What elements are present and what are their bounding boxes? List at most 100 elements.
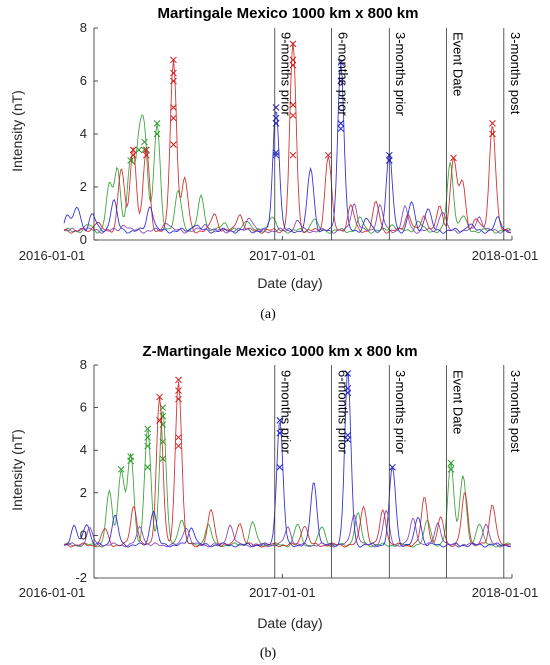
panel-b-y-axis-label: Intensity (nT) — [9, 429, 25, 511]
panel-b-series-line — [63, 374, 511, 548]
panel-a-y-tick-label: 6 — [80, 73, 87, 88]
panel-b-marker — [175, 376, 182, 384]
panel-a-event-lines: 9-months prior 6-months prior 3-months pri… — [274, 28, 523, 240]
panel-b-series — [63, 370, 512, 548]
panel-a-event-label: 9-months prior — [279, 32, 294, 116]
panel-b-series-line — [63, 509, 511, 548]
panel-a-event-label: Event Date — [451, 32, 466, 96]
panel-a-marker — [272, 104, 280, 111]
panel-b-y-tick-label: 0 — [80, 527, 87, 542]
panel-a-marker — [337, 125, 345, 133]
panel-b-y-tick-label: 8 — [80, 357, 87, 372]
panel-b-marker — [344, 370, 352, 377]
panel-b: Z-Martingale Mexico 1000 km x 800 km 9-m… — [9, 343, 538, 661]
panel-b-y-tick-label: 4 — [80, 442, 87, 457]
panel-b-marker — [389, 463, 396, 471]
panel-a-marker — [170, 141, 177, 148]
panel-b-marker — [144, 425, 152, 433]
panel-b-marker — [447, 459, 455, 467]
panel-a-marker — [289, 61, 297, 69]
panel-b-marker — [117, 466, 125, 473]
panel-a-marker — [337, 59, 345, 66]
panel-b-y-tick-label: 2 — [80, 485, 87, 500]
panel-b-marker — [144, 442, 152, 450]
panel-a-marker — [129, 146, 137, 154]
panel-a-marker — [337, 120, 345, 127]
panel-b-event-label: 3-months post — [508, 370, 523, 453]
panel-b-marker — [175, 387, 182, 394]
panel-b-series-line — [63, 411, 512, 548]
panel-a-marker — [272, 151, 280, 159]
panel-a-x-tick-label: 2016-01-01 — [19, 248, 86, 263]
panel-b-marker — [175, 442, 182, 450]
panel-b-marker — [127, 453, 135, 460]
panel-b-marker — [276, 429, 284, 437]
panel-b-event-label: 6-months prior — [335, 370, 350, 454]
panel-b-marker — [159, 421, 167, 428]
panel-a-series-line — [63, 114, 512, 234]
panel-a-marker — [272, 114, 280, 122]
panel-a-y-tick-label: 2 — [80, 179, 87, 194]
panel-a-marker — [489, 120, 496, 127]
panel-a-y-tick-label: 8 — [80, 20, 87, 35]
panel-a-y-axis-label: Intensity (nT) — [9, 90, 25, 172]
panel-b-event-lines: 9-months prior 6-months prior 3-months pri… — [274, 365, 523, 578]
panel-a-marker — [170, 104, 177, 111]
panel-a-marker — [289, 151, 297, 159]
panel-a-marker — [272, 120, 280, 127]
panel-a-marker — [289, 40, 297, 48]
panel-a-marker — [170, 69, 177, 77]
panel-a-series-line — [63, 203, 512, 234]
panel-a-marker — [170, 77, 177, 85]
panel-a-marker — [450, 154, 457, 162]
panel-a-marker — [129, 151, 137, 159]
panel-b-x-tick-label: 2017-01-01 — [249, 585, 316, 600]
panel-a-marker — [289, 112, 297, 119]
panel-a-marker — [289, 56, 297, 64]
panel-a-marker — [135, 146, 143, 154]
panel-a-caption: (a) — [260, 307, 276, 322]
panel-a-series-line — [63, 42, 511, 234]
panel-a-marker — [127, 157, 135, 164]
panel-a-marker — [170, 114, 177, 122]
panel-a: Martingale Mexico 1000 km x 800 km 9-mon… — [9, 5, 538, 322]
panel-b-event-label: 9-months prior — [279, 370, 294, 454]
panel-a-marker — [141, 138, 148, 146]
panel-b-marker — [156, 393, 163, 401]
panel-a-marker — [289, 101, 297, 109]
panel-a-event-label: 3-months post — [508, 32, 523, 115]
panel-a-title: Martingale Mexico 1000 km x 800 km — [158, 5, 419, 22]
panel-b-x-axis-label: Date (day) — [257, 615, 322, 631]
panel-b-marker — [156, 417, 163, 424]
panel-a-marker — [324, 151, 332, 159]
panel-a-marker — [143, 151, 150, 159]
panel-a-y-tick-label: 4 — [80, 126, 87, 141]
panel-a-marker — [337, 77, 345, 85]
panel-b-marker — [344, 431, 352, 439]
panel-a-x-tick-label: 2017-01-01 — [249, 248, 316, 263]
panel-b-event-label: Event Date — [451, 370, 466, 434]
panel-b-marker — [276, 463, 284, 471]
panel-b-marker — [144, 463, 152, 471]
panel-a-marker — [153, 120, 161, 127]
panel-a-y-tick-label: 0 — [80, 232, 87, 247]
panel-b-x-tick-label: 2016-01-01 — [19, 585, 86, 600]
panel-b-marker — [175, 434, 182, 441]
panel-a-axes: 0 2 4 6 8 2016-01-01 2017-01-01 2018-01-01 — [19, 20, 539, 263]
panel-b-marker — [276, 417, 284, 424]
panel-a-marker — [489, 130, 496, 138]
panel-b-marker — [159, 438, 167, 446]
panel-b-y-tick-label: -2 — [75, 570, 87, 585]
panel-a-marker — [272, 149, 280, 156]
panel-a-event-label: 3-months prior — [393, 32, 408, 116]
panel-a-event-label: 6-months prior — [335, 32, 350, 116]
panel-b-caption: (b) — [260, 646, 277, 661]
panel-a-x-tick-label: 2018-01-01 — [472, 248, 539, 263]
panel-a-marker — [153, 130, 161, 138]
panel-b-marker — [175, 395, 182, 403]
panel-b-x-tick-label: 2018-01-01 — [472, 585, 539, 600]
panel-b-marker — [344, 385, 352, 392]
panel-b-marker — [447, 466, 455, 473]
panel-b-marker — [144, 434, 152, 441]
panel-a-marker — [170, 56, 177, 64]
